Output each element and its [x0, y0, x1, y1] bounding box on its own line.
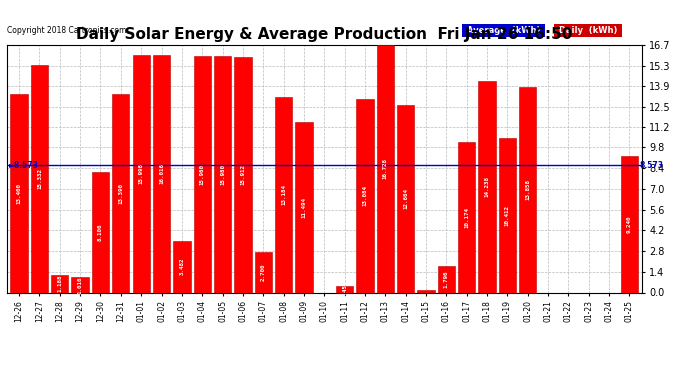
- Text: 15.912: 15.912: [240, 164, 246, 185]
- Bar: [132, 56, 150, 292]
- Text: 0.450: 0.450: [342, 280, 347, 298]
- Bar: [519, 87, 536, 292]
- Text: 12.664: 12.664: [403, 188, 408, 209]
- Text: ►8.573: ►8.573: [9, 161, 39, 170]
- Text: 15.332: 15.332: [37, 168, 42, 189]
- Text: 9.240: 9.240: [627, 215, 632, 233]
- Text: Daily  (kWh): Daily (kWh): [556, 26, 620, 35]
- Text: 16.728: 16.728: [383, 158, 388, 179]
- Text: 2.700: 2.700: [261, 264, 266, 281]
- Text: 1.188: 1.188: [57, 275, 62, 292]
- Text: 1.016: 1.016: [78, 276, 83, 294]
- Bar: [417, 290, 435, 292]
- Text: 3.482: 3.482: [179, 258, 184, 276]
- Text: 16.016: 16.016: [159, 164, 164, 184]
- Text: 15.998: 15.998: [139, 164, 144, 184]
- Text: 13.184: 13.184: [281, 184, 286, 205]
- Text: 13.858: 13.858: [525, 179, 530, 200]
- Bar: [437, 266, 455, 292]
- Text: 8.573: 8.573: [640, 161, 664, 170]
- Bar: [275, 97, 293, 292]
- Text: 11.494: 11.494: [302, 197, 306, 218]
- Text: 15.980: 15.980: [220, 164, 225, 184]
- Bar: [377, 45, 394, 292]
- Text: 13.400: 13.400: [17, 183, 21, 204]
- Bar: [255, 252, 272, 292]
- Bar: [31, 65, 48, 292]
- Bar: [397, 105, 414, 292]
- Text: Copyright 2018 Cartronics.com: Copyright 2018 Cartronics.com: [7, 26, 126, 35]
- Text: 15.960: 15.960: [199, 164, 205, 185]
- Text: 14.238: 14.238: [484, 177, 490, 198]
- Bar: [621, 156, 638, 292]
- Text: 1.796: 1.796: [444, 270, 449, 288]
- Bar: [92, 172, 109, 292]
- Bar: [295, 122, 313, 292]
- Text: 8.106: 8.106: [98, 224, 103, 241]
- Bar: [72, 278, 89, 292]
- Bar: [194, 56, 211, 292]
- Text: 10.174: 10.174: [464, 207, 469, 228]
- Bar: [499, 138, 516, 292]
- Bar: [153, 55, 170, 292]
- Title: Daily Solar Energy & Average Production  Fri Jan 26 16:50: Daily Solar Energy & Average Production …: [76, 27, 573, 42]
- Text: Average  (kWh): Average (kWh): [464, 26, 543, 35]
- Bar: [214, 56, 231, 292]
- Bar: [478, 81, 495, 292]
- Bar: [336, 286, 353, 292]
- Bar: [51, 275, 68, 292]
- Bar: [10, 94, 28, 292]
- Bar: [458, 142, 475, 292]
- Bar: [112, 94, 130, 292]
- Bar: [235, 57, 252, 292]
- Text: 13.084: 13.084: [362, 185, 368, 206]
- Text: 13.390: 13.390: [119, 183, 124, 204]
- Bar: [356, 99, 374, 292]
- Text: 10.412: 10.412: [505, 205, 510, 226]
- Bar: [173, 241, 190, 292]
